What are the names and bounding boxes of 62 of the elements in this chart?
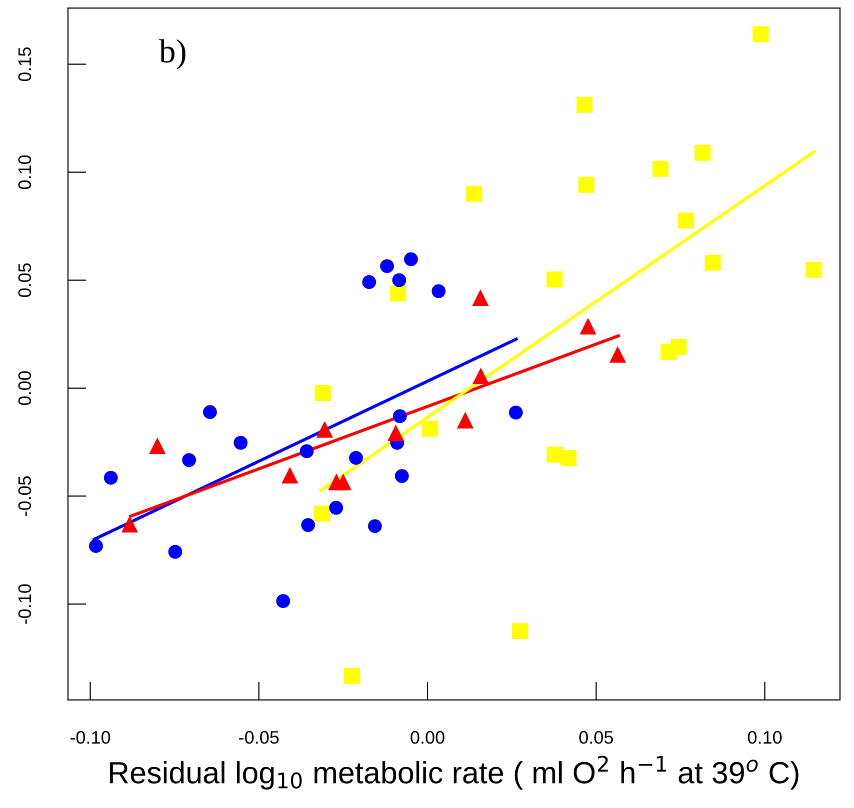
point (329, 500, 344, 515)
point (578, 176, 594, 193)
y-tick-label: 0.05 (18, 263, 32, 298)
x-tick-label: 0.10 (748, 731, 782, 744)
point (576, 96, 593, 113)
point (121, 516, 138, 533)
point (466, 186, 482, 202)
point (89, 539, 103, 553)
point (392, 409, 407, 424)
point (362, 275, 376, 290)
point (234, 436, 248, 450)
point (334, 474, 352, 490)
x-tick-label: 0.00 (410, 731, 444, 744)
point (694, 144, 711, 161)
x-tick-label: -0.05 (239, 731, 279, 744)
point (422, 420, 438, 437)
point (149, 437, 166, 454)
point (609, 346, 626, 363)
point (392, 273, 406, 288)
point (203, 405, 217, 420)
point (368, 519, 382, 534)
point (560, 450, 576, 466)
point (508, 406, 523, 420)
text: Residual log$_{10}$ metabolic rate ( ml O$^{2}$ h$^{−1}$ at 39$^{o}$ C) (110, 756, 798, 790)
point (182, 453, 196, 467)
point (314, 385, 331, 402)
x-tick-label: -0.10 (70, 731, 110, 744)
point (652, 160, 669, 177)
point (301, 518, 316, 532)
point (104, 470, 118, 485)
point (580, 318, 596, 334)
y-tick-label: 0.00 (18, 371, 32, 406)
point (300, 444, 314, 458)
point (752, 26, 769, 42)
point (390, 285, 406, 302)
point (670, 338, 687, 355)
point (456, 412, 474, 428)
point (314, 506, 330, 522)
point (349, 450, 363, 465)
point (282, 466, 298, 484)
text: b) (159, 39, 186, 70)
point (276, 594, 290, 608)
point (546, 272, 563, 288)
point (404, 252, 418, 266)
x-tick-label: 0.05 (579, 731, 613, 744)
y-tick-label: -0.05 (18, 476, 32, 516)
point (678, 212, 694, 229)
y-tick-label: -0.10 (18, 584, 32, 624)
point (394, 469, 409, 483)
point (168, 544, 182, 559)
point (387, 424, 404, 442)
y-tick-label: 0.10 (18, 155, 32, 190)
point (704, 254, 721, 271)
point (806, 262, 822, 278)
y-tick-label: 0.15 (18, 47, 32, 82)
point (472, 368, 490, 384)
point (512, 622, 528, 639)
point (380, 259, 394, 274)
point (472, 289, 489, 306)
point (432, 284, 446, 298)
point (316, 421, 333, 438)
point (344, 668, 360, 684)
